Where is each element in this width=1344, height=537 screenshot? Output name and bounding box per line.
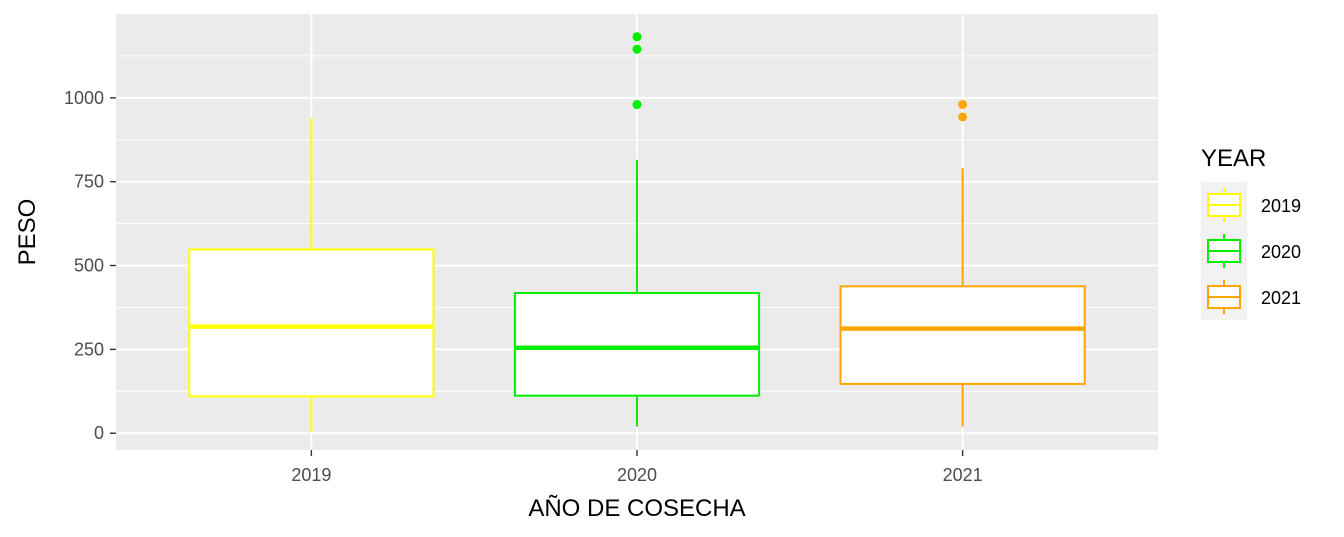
box-iqr	[839, 285, 1086, 385]
outlier-point	[958, 100, 968, 110]
outlier-point	[958, 112, 968, 122]
legend-key-2020	[1207, 234, 1241, 268]
box-2020	[513, 32, 761, 427]
outlier-point	[632, 44, 642, 54]
boxes-layer	[188, 32, 1086, 432]
x-axis-title: AÑO DE COSECHA	[528, 495, 745, 522]
x-tick-label: 2019	[291, 465, 331, 485]
y-tick-label: 500	[74, 256, 104, 276]
legend-key-2019	[1207, 188, 1241, 222]
x-tick-label: 2021	[943, 465, 983, 485]
y-tick-label: 250	[74, 339, 104, 359]
legend: YEAR 2019 2020 2021	[1201, 145, 1301, 320]
legend-label: 2020	[1261, 242, 1301, 262]
outlier-point	[632, 32, 642, 42]
box-iqr	[513, 292, 761, 397]
legend-label: 2021	[1261, 288, 1301, 308]
y-axis-title: PESO	[14, 199, 41, 266]
x-axis-ticks: 2019 2020 2021	[291, 450, 983, 485]
x-tick-label: 2020	[617, 465, 657, 485]
y-axis-ticks: 0 250 500 750 1000	[64, 88, 116, 443]
y-tick-label: 750	[74, 172, 104, 192]
box-2019	[188, 117, 435, 432]
legend-key-2021	[1207, 280, 1241, 314]
y-tick-label: 1000	[64, 88, 104, 108]
box-iqr	[188, 248, 435, 398]
legend-label: 2019	[1261, 196, 1301, 216]
box-2021	[839, 100, 1086, 427]
legend-title: YEAR	[1201, 145, 1266, 172]
outlier-point	[632, 100, 642, 110]
y-tick-label: 0	[94, 423, 104, 443]
